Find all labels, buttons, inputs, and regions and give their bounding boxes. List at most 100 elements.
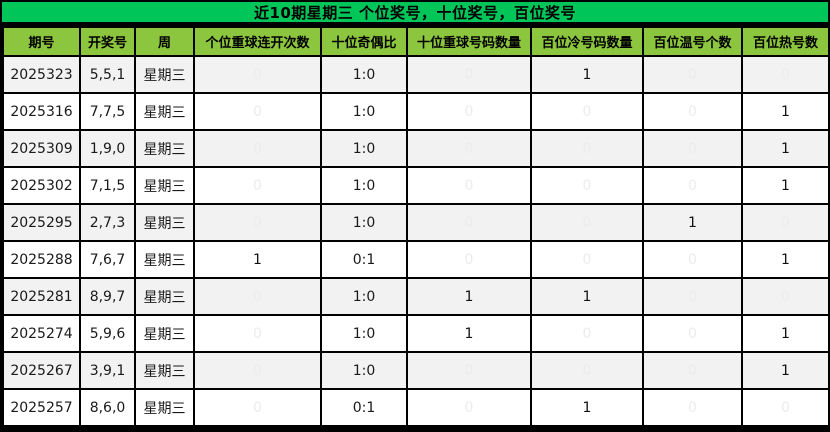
cell-hundreds-warm-count: 0 <box>642 166 743 205</box>
cell-tens-odd-even-ratio: 1:0 <box>320 203 408 242</box>
table-row: 2025302 7,1,5 星期三 0 1:0 0 0 0 1 <box>2 166 830 205</box>
cell-hundreds-warm-count: 0 <box>642 92 743 131</box>
cell-tens-odd-even-ratio: 1:0 <box>320 351 408 390</box>
cell-tens-repeat-count: 0 <box>406 55 532 94</box>
cell-tens-repeat-count: 0 <box>406 166 532 205</box>
cell-draw-number: 7,6,7 <box>79 240 136 279</box>
cell-draw-number: 7,1,5 <box>79 166 136 205</box>
cell-hundreds-cold-count: 0 <box>530 240 644 279</box>
cell-hundreds-hot-count: 0 <box>741 388 830 427</box>
cell-hundreds-hot-count: 1 <box>741 314 830 353</box>
cell-weekday: 星期三 <box>134 166 195 205</box>
cell-weekday: 星期三 <box>134 55 195 94</box>
cell-hundreds-cold-count: 0 <box>530 129 644 168</box>
table-row: 2025267 3,9,1 星期三 0 1:0 0 0 0 1 <box>2 351 830 390</box>
cell-draw-number: 5,9,6 <box>79 314 136 353</box>
cell-period: 2025288 <box>2 240 81 279</box>
cell-draw-number: 2,7,3 <box>79 203 136 242</box>
cell-units-repeat-streak: 0 <box>193 388 322 427</box>
cell-hundreds-cold-count: 0 <box>530 351 644 390</box>
cell-weekday: 星期三 <box>134 240 195 279</box>
table-title: 近10期星期三 个位奖号，十位奖号，百位奖号 <box>2 2 828 26</box>
cell-hundreds-warm-count: 0 <box>642 388 743 427</box>
cell-period: 2025316 <box>2 92 81 131</box>
cell-hundreds-warm-count: 0 <box>642 129 743 168</box>
cell-period: 2025295 <box>2 203 81 242</box>
lottery-stats-table: 期号 开奖号 周 个位重球连开次数 十位奇偶比 十位重球号码数量 百位冷号码数量… <box>2 26 830 427</box>
cell-hundreds-hot-count: 0 <box>741 55 830 94</box>
cell-tens-odd-even-ratio: 1:0 <box>320 129 408 168</box>
cell-hundreds-cold-count: 0 <box>530 203 644 242</box>
cell-hundreds-cold-count: 0 <box>530 92 644 131</box>
cell-hundreds-warm-count: 0 <box>642 277 743 316</box>
cell-hundreds-hot-count: 1 <box>741 92 830 131</box>
cell-weekday: 星期三 <box>134 203 195 242</box>
cell-units-repeat-streak: 0 <box>193 314 322 353</box>
cell-tens-repeat-count: 0 <box>406 92 532 131</box>
cell-tens-odd-even-ratio: 1:0 <box>320 277 408 316</box>
col-header-units-repeat-streak: 个位重球连开次数 <box>193 26 322 57</box>
table-row: 2025257 8,6,0 星期三 0 0:1 0 1 0 0 <box>2 388 830 427</box>
cell-tens-repeat-count: 0 <box>406 129 532 168</box>
table-row: 2025316 7,7,5 星期三 0 1:0 0 0 0 1 <box>2 92 830 131</box>
cell-units-repeat-streak: 0 <box>193 55 322 94</box>
table-row: 2025288 7,6,7 星期三 1 0:1 0 0 0 1 <box>2 240 830 279</box>
cell-tens-odd-even-ratio: 1:0 <box>320 55 408 94</box>
cell-weekday: 星期三 <box>134 129 195 168</box>
cell-tens-odd-even-ratio: 1:0 <box>320 314 408 353</box>
cell-draw-number: 7,7,5 <box>79 92 136 131</box>
cell-hundreds-cold-count: 1 <box>530 388 644 427</box>
cell-hundreds-warm-count: 0 <box>642 55 743 94</box>
cell-weekday: 星期三 <box>134 314 195 353</box>
col-header-period: 期号 <box>2 26 81 57</box>
cell-units-repeat-streak: 0 <box>193 92 322 131</box>
cell-hundreds-hot-count: 0 <box>741 203 830 242</box>
cell-units-repeat-streak: 1 <box>193 240 322 279</box>
cell-hundreds-warm-count: 1 <box>642 203 743 242</box>
cell-weekday: 星期三 <box>134 388 195 427</box>
cell-hundreds-cold-count: 0 <box>530 314 644 353</box>
header-row: 期号 开奖号 周 个位重球连开次数 十位奇偶比 十位重球号码数量 百位冷号码数量… <box>2 26 830 57</box>
cell-period: 2025267 <box>2 351 81 390</box>
cell-draw-number: 8,6,0 <box>79 388 136 427</box>
cell-units-repeat-streak: 0 <box>193 203 322 242</box>
cell-hundreds-warm-count: 0 <box>642 314 743 353</box>
cell-tens-odd-even-ratio: 1:0 <box>320 92 408 131</box>
cell-period: 2025323 <box>2 55 81 94</box>
cell-tens-repeat-count: 0 <box>406 203 532 242</box>
cell-draw-number: 1,9,0 <box>79 129 136 168</box>
cell-hundreds-warm-count: 0 <box>642 240 743 279</box>
table-row: 2025295 2,7,3 星期三 0 1:0 0 0 1 0 <box>2 203 830 242</box>
col-header-tens-repeat-count: 十位重球号码数量 <box>406 26 532 57</box>
cell-hundreds-cold-count: 0 <box>530 166 644 205</box>
cell-tens-repeat-count: 0 <box>406 240 532 279</box>
cell-tens-repeat-count: 0 <box>406 388 532 427</box>
cell-units-repeat-streak: 0 <box>193 351 322 390</box>
cell-tens-repeat-count: 0 <box>406 351 532 390</box>
table-row: 2025323 5,5,1 星期三 0 1:0 0 1 0 0 <box>2 55 830 94</box>
cell-hundreds-hot-count: 1 <box>741 240 830 279</box>
cell-period: 2025281 <box>2 277 81 316</box>
cell-draw-number: 3,9,1 <box>79 351 136 390</box>
cell-period: 2025302 <box>2 166 81 205</box>
cell-units-repeat-streak: 0 <box>193 129 322 168</box>
cell-draw-number: 8,9,7 <box>79 277 136 316</box>
cell-hundreds-cold-count: 1 <box>530 55 644 94</box>
cell-tens-repeat-count: 1 <box>406 314 532 353</box>
cell-tens-odd-even-ratio: 0:1 <box>320 240 408 279</box>
table-row: 2025274 5,9,6 星期三 0 1:0 1 0 0 1 <box>2 314 830 353</box>
cell-hundreds-hot-count: 1 <box>741 129 830 168</box>
cell-hundreds-hot-count: 1 <box>741 166 830 205</box>
cell-weekday: 星期三 <box>134 277 195 316</box>
col-header-weekday: 周 <box>134 26 195 57</box>
col-header-hundreds-cold-count: 百位冷号码数量 <box>530 26 644 57</box>
table-row: 2025309 1,9,0 星期三 0 1:0 0 0 0 1 <box>2 129 830 168</box>
cell-tens-repeat-count: 1 <box>406 277 532 316</box>
cell-hundreds-warm-count: 0 <box>642 351 743 390</box>
cell-units-repeat-streak: 0 <box>193 166 322 205</box>
cell-draw-number: 5,5,1 <box>79 55 136 94</box>
col-header-draw-number: 开奖号 <box>79 26 136 57</box>
col-header-tens-odd-even-ratio: 十位奇偶比 <box>320 26 408 57</box>
cell-hundreds-cold-count: 1 <box>530 277 644 316</box>
